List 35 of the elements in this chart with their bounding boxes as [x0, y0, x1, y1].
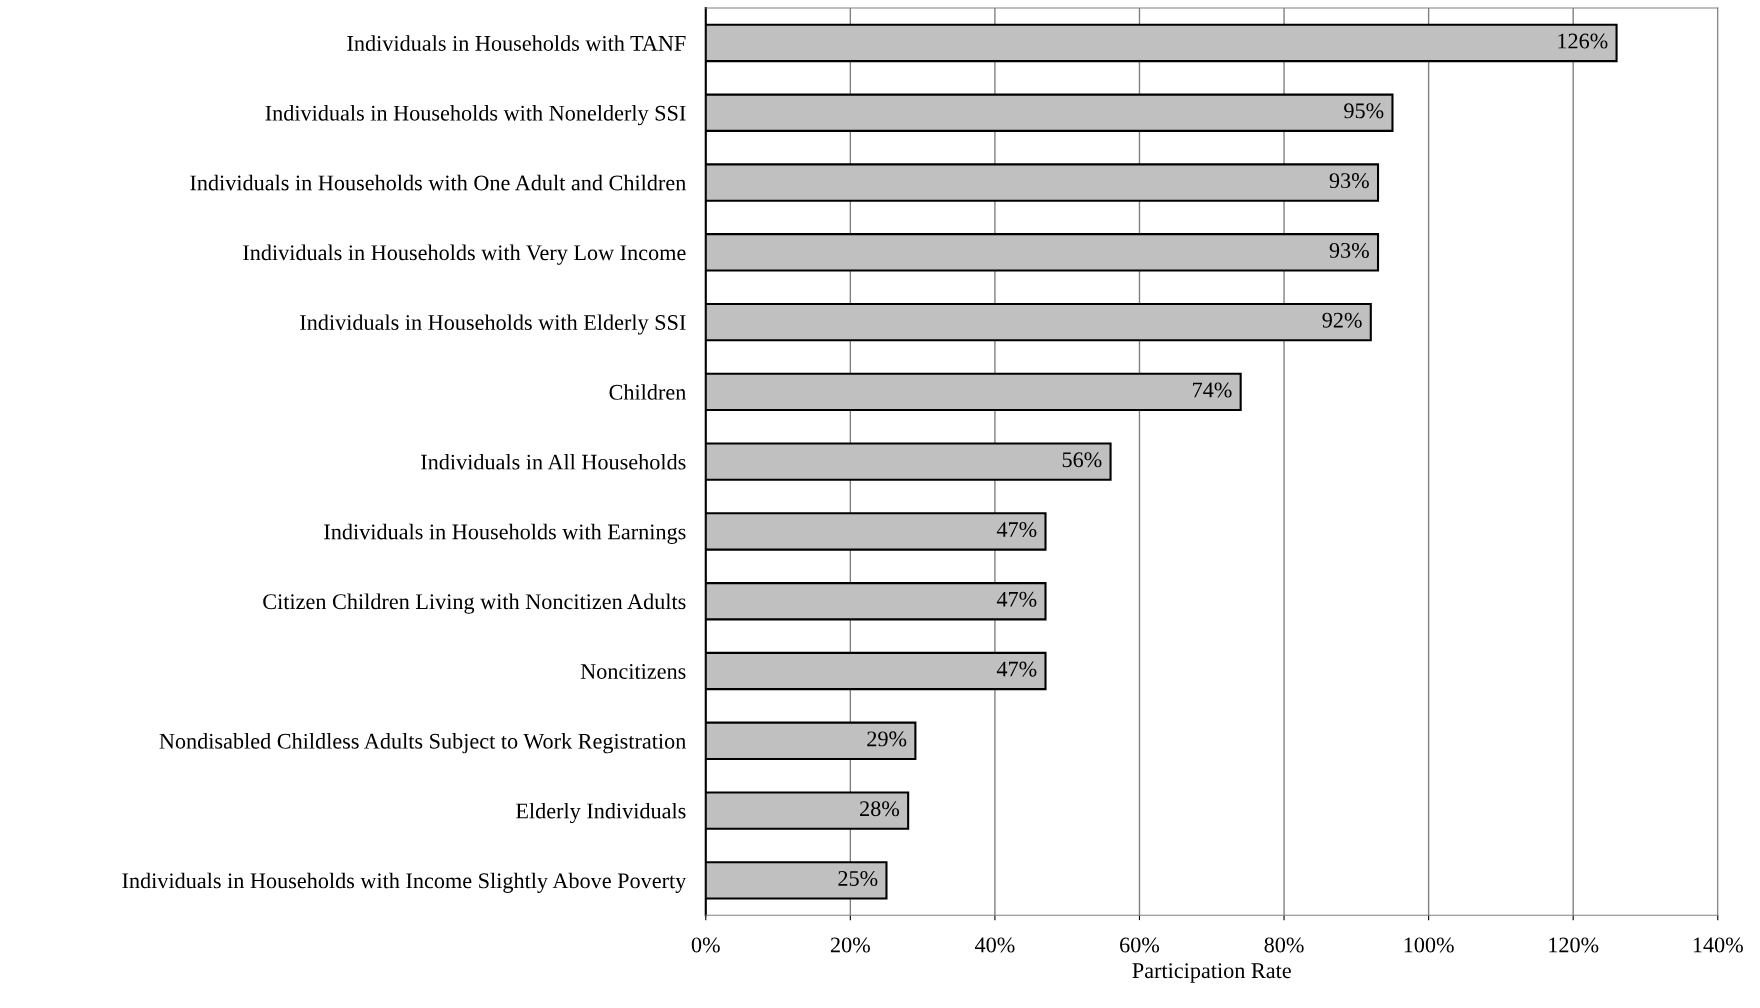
y-tick-label: Individuals in Households with Income Slightly Above Poverty: [122, 872, 687, 893]
y-tick-label: Nondisabled Childless Adults Subject to Work Registration: [159, 733, 686, 754]
y-tick-label: Individuals in Households with TANF: [347, 35, 686, 51]
y-tick-label: Noncitizens: [580, 664, 686, 679]
y-tick-label: Children: [609, 384, 686, 400]
x-tick-label: 80%: [1264, 937, 1304, 953]
x-tick-label: 60%: [1120, 937, 1160, 953]
y-tick-label: Individuals in Households with Nonelderly SSI: [265, 105, 686, 126]
data-label: 126%: [1558, 33, 1608, 49]
data-label: 92%: [1322, 312, 1362, 328]
data-label: 47%: [996, 661, 1037, 677]
x-tick-label: 140%: [1693, 937, 1743, 953]
data-label: 47%: [996, 591, 1037, 607]
y-tick-label: Citizen Children Living with Noncitizen Adults: [263, 593, 686, 614]
x-tick-label: 100%: [1404, 937, 1454, 953]
data-label: 25%: [838, 870, 878, 887]
data-label: 74%: [1193, 382, 1232, 398]
x-tick-label: 20%: [830, 937, 870, 953]
data-label: 93%: [1329, 173, 1369, 189]
data-label: 28%: [860, 801, 900, 817]
y-tick-label: Individuals in Households with One Adult and Children: [190, 174, 686, 191]
y-tick-label: Elderly Individuals: [516, 802, 686, 824]
x-axis-title: Participation Rate: [1132, 963, 1291, 983]
data-label: 93%: [1329, 242, 1369, 258]
data-label: 95%: [1344, 103, 1384, 119]
data-label: 47%: [996, 522, 1037, 538]
data-label: 29%: [867, 731, 907, 747]
y-tick-label: Individuals in All Households: [421, 453, 686, 470]
y-tick-label: Individuals in Households with Elderly SSI: [300, 314, 686, 335]
x-tick-label: 0%: [691, 937, 720, 953]
x-tick-label: 120%: [1549, 937, 1599, 953]
y-tick-label: Individuals in Households with Very Low Income: [243, 244, 686, 265]
y-tick-label: Individuals in Households with Earnings: [324, 523, 686, 544]
data-label: 56%: [1062, 452, 1102, 468]
x-tick-label: 40%: [974, 937, 1015, 953]
